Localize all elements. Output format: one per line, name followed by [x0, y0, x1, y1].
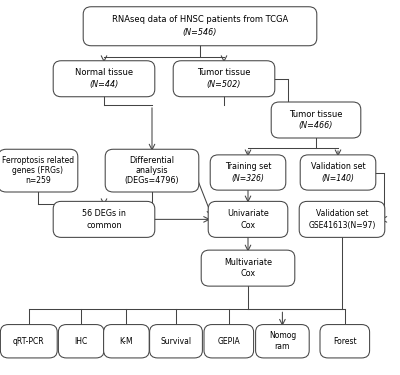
Text: RNAseq data of HNSC patients from TCGA: RNAseq data of HNSC patients from TCGA [112, 15, 288, 24]
Text: (DEGs=4796): (DEGs=4796) [125, 176, 179, 185]
FancyBboxPatch shape [53, 201, 155, 237]
FancyBboxPatch shape [58, 324, 104, 358]
Text: ram: ram [275, 342, 290, 351]
Text: Nomog: Nomog [269, 332, 296, 340]
FancyBboxPatch shape [104, 324, 149, 358]
FancyBboxPatch shape [173, 61, 275, 97]
Text: Forest: Forest [333, 337, 357, 346]
FancyBboxPatch shape [53, 61, 155, 97]
Text: Tumor tissue: Tumor tissue [289, 110, 343, 118]
Text: GEPIA: GEPIA [218, 337, 240, 346]
FancyBboxPatch shape [83, 7, 317, 46]
FancyBboxPatch shape [105, 149, 199, 192]
Text: qRT-PCR: qRT-PCR [13, 337, 45, 346]
Text: (N=546): (N=546) [183, 28, 217, 37]
Text: analysis: analysis [136, 166, 168, 175]
FancyBboxPatch shape [300, 155, 376, 190]
Text: Ferroptosis related: Ferroptosis related [2, 156, 74, 165]
FancyBboxPatch shape [204, 324, 254, 358]
Text: GSE41613(N=97): GSE41613(N=97) [308, 221, 376, 230]
Text: Differential: Differential [130, 156, 174, 165]
Text: (N=140): (N=140) [322, 174, 354, 183]
Text: (N=502): (N=502) [207, 80, 241, 89]
Text: Cox: Cox [240, 221, 256, 230]
Text: (N=326): (N=326) [232, 174, 264, 183]
Text: (N=466): (N=466) [299, 122, 333, 130]
FancyBboxPatch shape [0, 149, 78, 192]
Text: K-M: K-M [120, 337, 133, 346]
FancyBboxPatch shape [150, 324, 202, 358]
Text: genes (FRGs): genes (FRGs) [12, 166, 64, 175]
FancyBboxPatch shape [299, 201, 385, 237]
Text: n=259: n=259 [25, 176, 51, 185]
FancyBboxPatch shape [320, 324, 370, 358]
Text: (N=44): (N=44) [89, 80, 119, 89]
Text: Validation set: Validation set [316, 209, 368, 218]
FancyBboxPatch shape [201, 250, 295, 286]
Text: Validation set: Validation set [311, 162, 365, 171]
Text: Univariate: Univariate [227, 209, 269, 218]
FancyBboxPatch shape [210, 155, 286, 190]
FancyBboxPatch shape [271, 102, 361, 138]
Text: 56 DEGs in: 56 DEGs in [82, 209, 126, 218]
Text: Multivariate: Multivariate [224, 258, 272, 267]
FancyBboxPatch shape [0, 324, 57, 358]
Text: Tumor tissue: Tumor tissue [197, 68, 251, 77]
FancyBboxPatch shape [208, 201, 288, 237]
Text: IHC: IHC [74, 337, 88, 346]
Text: Cox: Cox [240, 270, 256, 279]
Text: Normal tissue: Normal tissue [75, 68, 133, 77]
Text: Survival: Survival [160, 337, 192, 346]
Text: common: common [86, 221, 122, 230]
Text: Training set: Training set [225, 162, 271, 171]
FancyBboxPatch shape [256, 324, 309, 358]
